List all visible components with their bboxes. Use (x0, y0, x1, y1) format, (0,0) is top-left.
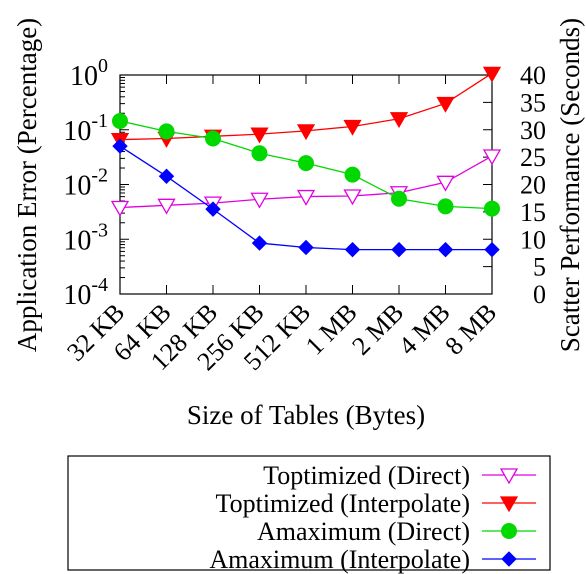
right-tick-label: 20 (520, 171, 546, 200)
data-point (158, 123, 175, 140)
x-axis-label: Size of Tables (Bytes) (187, 400, 425, 430)
data-point (157, 198, 176, 215)
data-point (205, 130, 221, 147)
data-point (484, 241, 500, 258)
data-point (250, 127, 269, 144)
data-point (298, 239, 314, 256)
left-axis-tick-labels: 100 10-1 10-2 10-3 10-4 (63, 55, 108, 311)
legend-marker (499, 468, 519, 485)
left-tick-label: 10-4 (63, 274, 108, 311)
data-point (482, 66, 502, 83)
x-tick-label: 1 MB (300, 298, 363, 361)
legend-marker (501, 523, 517, 539)
x-tick-label: 4 MB (393, 298, 456, 361)
legend: Toptimized (Direct)Toptimized (Interpola… (209, 461, 536, 574)
data-point (158, 168, 175, 184)
data-point (251, 235, 268, 251)
data-point (437, 241, 454, 258)
data-point (205, 201, 221, 217)
data-point (344, 166, 361, 183)
legend-label: Amaximum (Direct) (257, 517, 470, 546)
data-point (343, 189, 362, 206)
legend-label: Toptimized (Interpolate) (216, 489, 470, 518)
x-tick-label: 8 MB (439, 298, 502, 361)
right-tick-label: 40 (520, 61, 546, 90)
data-point (296, 124, 316, 141)
series-layer (110, 66, 502, 258)
data-point (251, 145, 268, 162)
data-point (250, 192, 269, 209)
data-point (110, 200, 130, 217)
left-tick-label: 10-1 (63, 110, 108, 147)
legend-label: Toptimized (Direct) (263, 461, 470, 490)
legend-marker (499, 496, 519, 513)
data-point (436, 96, 455, 113)
data-point (343, 119, 362, 136)
series-3 (112, 138, 500, 258)
data-point (298, 155, 314, 172)
right-tick-label: 5 (533, 253, 546, 282)
right-tick-label: 0 (533, 280, 546, 309)
legend-marker (501, 551, 517, 567)
data-point (296, 189, 316, 206)
left-tick-label: 10-2 (63, 165, 108, 202)
data-point (112, 112, 128, 129)
legend-box (67, 455, 551, 571)
left-tick-label: 10-3 (63, 219, 108, 256)
right-tick-label: 35 (520, 88, 546, 117)
x-tick-label: 2 MB (346, 298, 409, 361)
right-tick-label: 30 (520, 116, 546, 145)
y-axis-label-right: Scatter Performance (Seconds) (555, 18, 585, 352)
series-2 (112, 112, 500, 217)
data-point (391, 241, 407, 258)
data-point (391, 190, 407, 207)
data-point (484, 200, 500, 217)
data-point (112, 138, 128, 154)
right-tick-label: 25 (520, 143, 546, 172)
data-point (437, 198, 454, 215)
left-tick-label: 100 (70, 55, 108, 92)
y-axis-label-left: Application Error (Percentage) (12, 18, 42, 352)
right-tick-label: 15 (520, 198, 546, 227)
right-tick-label: 10 (520, 225, 546, 254)
legend-label: Amaximum (Interpolate) (209, 545, 470, 574)
data-point (389, 112, 409, 129)
data-point (482, 149, 502, 166)
data-point (436, 175, 455, 192)
data-point (344, 241, 361, 258)
